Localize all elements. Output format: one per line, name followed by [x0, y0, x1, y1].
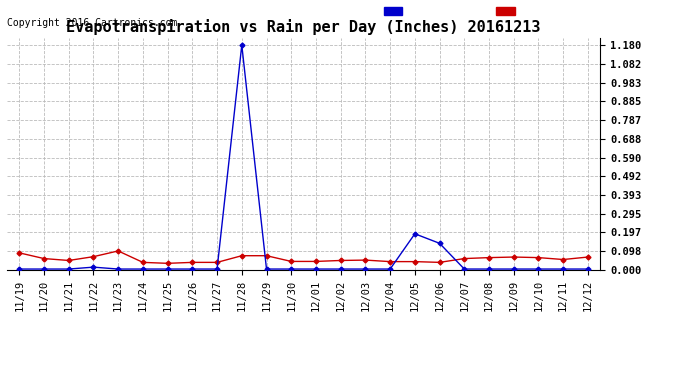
Title: Evapotranspiration vs Rain per Day (Inches) 20161213: Evapotranspiration vs Rain per Day (Inch… [66, 19, 541, 35]
Legend: Rain  (Inches), ET  (Inches): Rain (Inches), ET (Inches) [382, 4, 595, 18]
Text: Copyright 2016 Cartronics.com: Copyright 2016 Cartronics.com [7, 18, 177, 28]
